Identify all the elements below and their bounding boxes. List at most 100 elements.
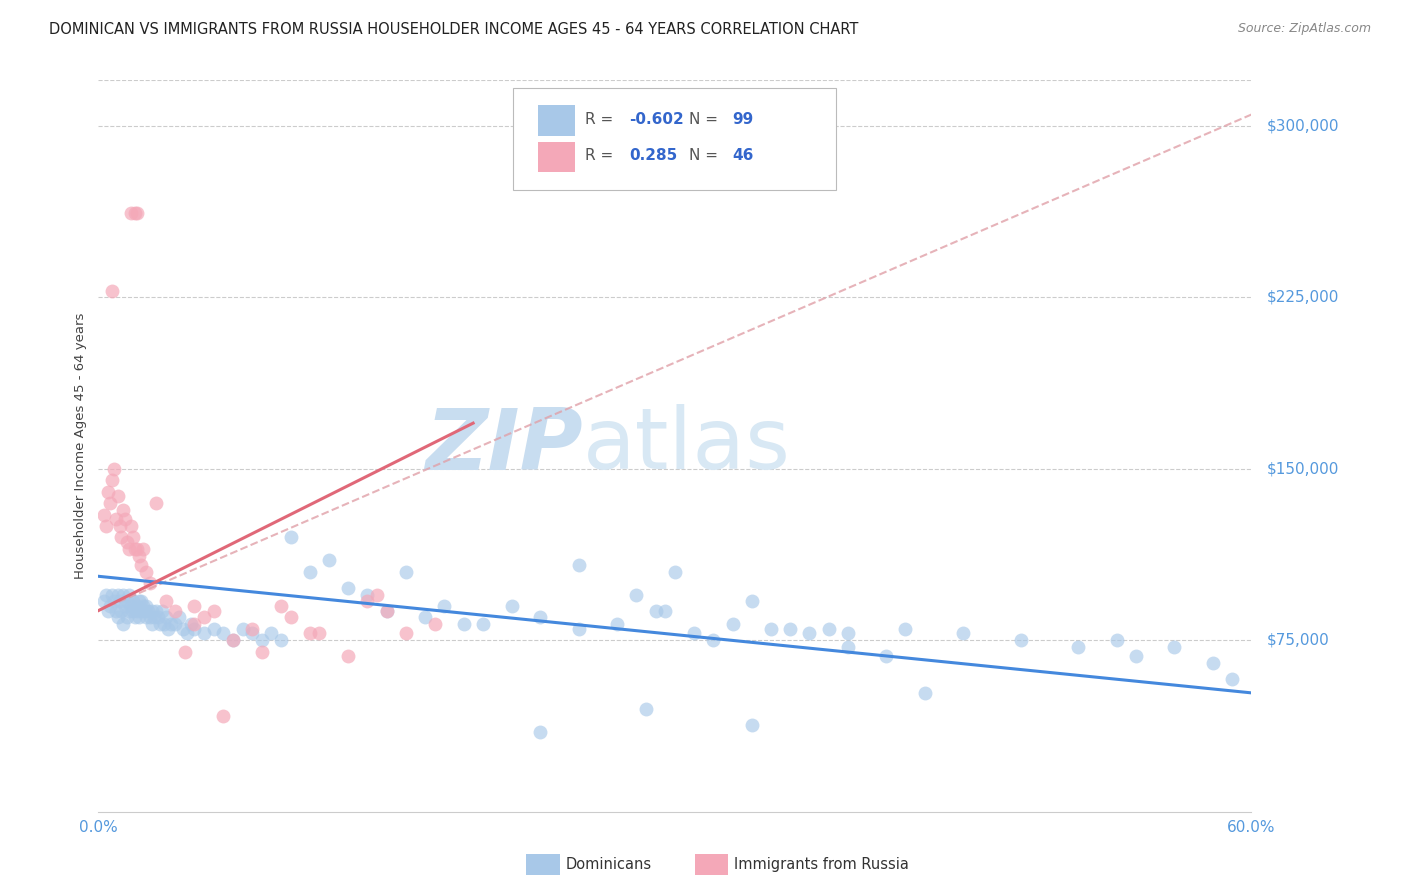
Text: N =: N = [689,112,723,127]
Point [156,622,179,636]
Point [112,588,135,602]
Text: R =: R = [585,148,623,163]
Point [280,610,302,624]
Point [145,496,167,510]
Point [654,603,676,617]
Text: ZIP: ZIP [425,404,582,488]
Point [817,622,839,636]
Point [101,284,124,298]
Point [529,610,551,624]
Point [298,626,321,640]
Point [131,599,153,613]
Point [141,603,163,617]
Point [135,599,157,613]
Point [122,594,145,608]
Point [222,633,245,648]
Point [270,633,292,648]
Point [124,541,146,556]
Point [135,565,157,579]
Point [125,206,148,220]
Point [165,617,187,632]
FancyBboxPatch shape [537,142,575,172]
Point [395,626,418,640]
Point [453,617,475,632]
Point [107,610,129,624]
Point [145,603,167,617]
Point [375,603,398,617]
Text: Dominicans: Dominicans [565,857,651,871]
Point [149,617,172,632]
Point [104,512,127,526]
Point [568,622,591,636]
Point [160,617,183,632]
Point [128,594,150,608]
Y-axis label: Householder Income Ages 45 - 64 years: Householder Income Ages 45 - 64 years [75,313,87,579]
Point [120,519,142,533]
Point [894,622,917,636]
Text: N =: N = [689,148,723,163]
Point [395,565,418,579]
Point [120,206,142,220]
Text: $75,000: $75,000 [1267,632,1330,648]
Point [122,603,145,617]
Point [129,594,152,608]
Point [250,633,273,648]
Point [117,594,138,608]
Point [759,622,782,636]
Point [114,599,136,613]
Point [110,603,132,617]
Point [94,519,117,533]
Point [260,626,283,640]
Point [125,541,148,556]
Point [433,599,456,613]
Text: 99: 99 [733,112,754,127]
Point [172,622,194,636]
Point [356,594,378,608]
Point [308,626,330,640]
Point [125,599,148,613]
Text: 0.285: 0.285 [628,148,678,163]
Point [875,649,897,664]
Point [222,633,245,648]
Point [231,622,254,636]
Point [129,558,152,572]
Point [98,599,121,613]
Point [1067,640,1090,655]
Point [138,603,160,617]
Point [212,708,235,723]
Point [356,588,378,602]
Point [174,645,197,659]
Point [110,530,132,544]
Point [183,599,205,613]
Point [93,508,115,522]
Point [103,462,125,476]
Point [212,626,235,640]
Point [135,610,157,624]
Point [134,603,156,617]
Point [101,473,124,487]
Text: DOMINICAN VS IMMIGRANTS FROM RUSSIA HOUSEHOLDER INCOME AGES 45 - 64 YEARS CORREL: DOMINICAN VS IMMIGRANTS FROM RUSSIA HOUS… [49,22,859,37]
Point [240,626,263,640]
Point [146,610,169,624]
Text: Source: ZipAtlas.com: Source: ZipAtlas.com [1237,22,1371,36]
Point [183,622,205,636]
Text: Immigrants from Russia: Immigrants from Russia [734,857,908,871]
Point [606,617,628,632]
Point [280,530,302,544]
Point [1163,640,1185,655]
Point [165,603,187,617]
Point [128,549,150,563]
Point [180,617,202,632]
Point [97,484,120,499]
Point [103,594,125,608]
FancyBboxPatch shape [537,105,575,136]
Text: $150,000: $150,000 [1267,461,1339,476]
Point [1202,656,1225,670]
Point [366,588,388,602]
Point [702,633,724,648]
Point [413,610,436,624]
Point [131,541,153,556]
Point [664,565,686,579]
Point [683,626,706,640]
Point [626,588,648,602]
